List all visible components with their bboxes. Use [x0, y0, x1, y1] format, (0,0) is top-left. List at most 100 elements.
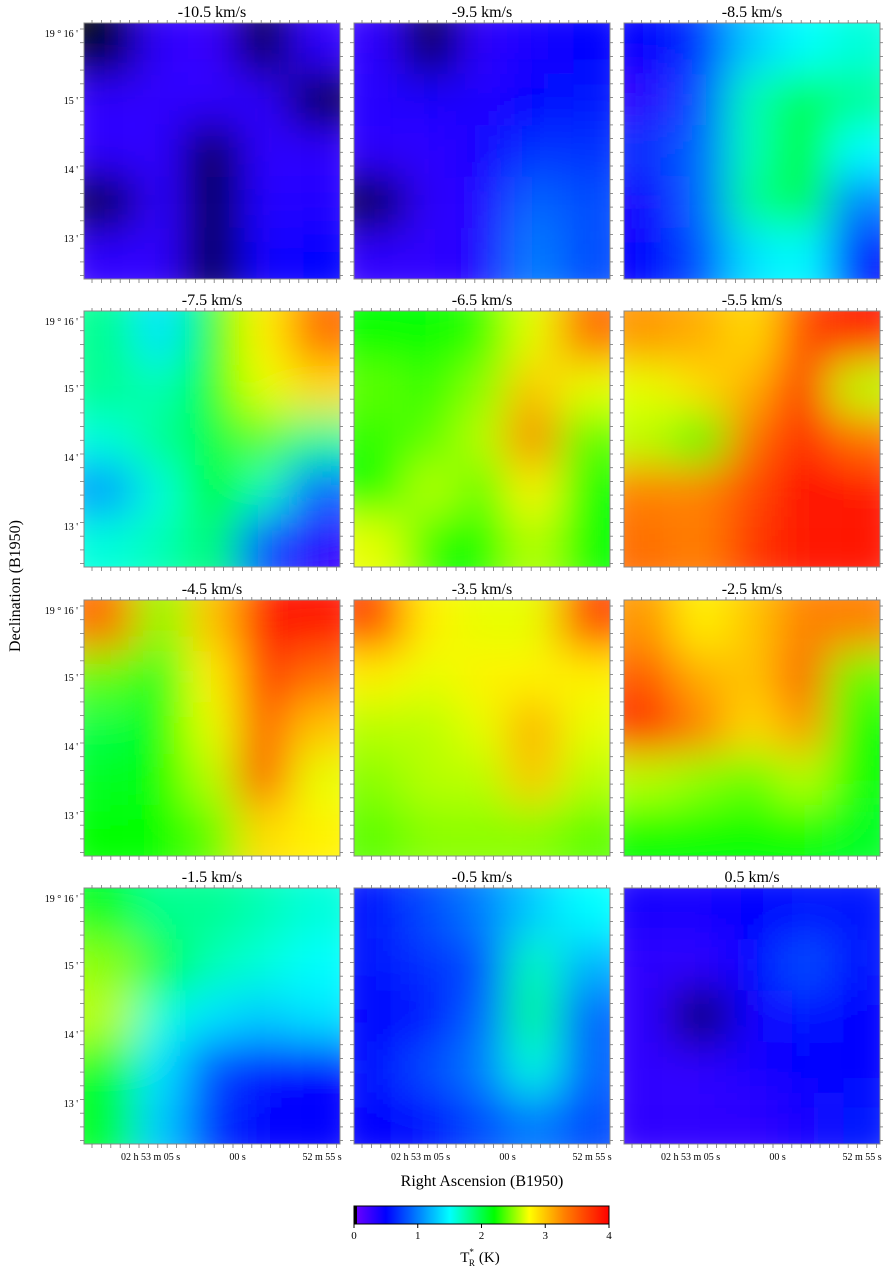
colorbar-label: T* R (K)	[460, 1247, 500, 1268]
map-cell	[726, 753, 778, 805]
map-cell	[726, 176, 778, 228]
map-cell	[558, 1092, 610, 1144]
x-tick-label: 52 m 55 s	[842, 1152, 881, 1163]
map-cell	[675, 413, 727, 465]
y-tick-label: 13 '	[64, 1099, 79, 1110]
map-cell	[84, 23, 136, 75]
map-cell	[675, 311, 727, 363]
map-cell	[507, 464, 559, 516]
map-cell	[828, 413, 880, 465]
channel-panel: -10.5 km/s 19 ° 16 ' 15 ' 14 ' 13 '	[45, 4, 343, 283]
colorbar-zero-swatch	[354, 1206, 357, 1224]
map-cell	[288, 413, 340, 465]
map-cell	[405, 176, 457, 228]
map-cell	[84, 125, 136, 177]
map-cell	[726, 362, 778, 414]
channel-panel: -2.5 km/s	[620, 581, 883, 860]
map-cell	[186, 600, 238, 652]
map-cell	[828, 651, 880, 703]
map-cell	[777, 176, 829, 228]
map-cell	[237, 362, 289, 414]
map-cell	[135, 888, 187, 940]
map-cell	[84, 74, 136, 126]
map-cell	[624, 939, 676, 991]
panel-ticks	[350, 20, 613, 283]
map-cell	[507, 515, 559, 567]
map-cell	[135, 125, 187, 177]
map-cell	[405, 1092, 457, 1144]
map-cell	[237, 702, 289, 754]
map-cell	[675, 888, 727, 940]
intensity-map	[84, 600, 340, 856]
colorbar-label-sup: *	[469, 1247, 474, 1257]
map-cell	[558, 753, 610, 805]
map-cell	[777, 74, 829, 126]
map-cell	[777, 125, 829, 177]
map-cell	[354, 804, 406, 856]
map-cell	[828, 804, 880, 856]
map-cell	[726, 1041, 778, 1093]
panel-ticks	[80, 308, 343, 571]
panel-frame	[353, 599, 611, 857]
map-cell	[624, 651, 676, 703]
map-cell	[828, 990, 880, 1042]
map-cell	[624, 362, 676, 414]
map-cell	[726, 311, 778, 363]
panel-title: -6.5 km/s	[452, 292, 512, 309]
panel-ticks	[620, 885, 883, 1148]
map-cell	[288, 888, 340, 940]
map-cell	[828, 939, 880, 991]
map-cell	[828, 23, 880, 75]
map-cell	[675, 939, 727, 991]
intensity-map	[84, 311, 340, 567]
map-cell	[135, 311, 187, 363]
map-cell	[507, 1041, 559, 1093]
map-cell	[237, 464, 289, 516]
map-cell	[288, 227, 340, 279]
map-cell	[135, 23, 187, 75]
map-cell	[675, 600, 727, 652]
map-cell	[558, 311, 610, 363]
map-cell	[777, 311, 829, 363]
map-cell	[135, 74, 187, 126]
map-cell	[726, 23, 778, 75]
panel-ticks	[350, 308, 613, 571]
map-cell	[405, 1041, 457, 1093]
map-cell	[726, 413, 778, 465]
y-axis-label: Declination (B1950)	[7, 520, 24, 652]
map-cell	[84, 804, 136, 856]
x-tick-label: 52 m 55 s	[572, 1152, 611, 1163]
map-cell	[237, 227, 289, 279]
map-cell	[135, 1041, 187, 1093]
map-cell	[507, 651, 559, 703]
map-cell	[354, 990, 406, 1042]
map-cell	[777, 1092, 829, 1144]
panel-title: -2.5 km/s	[722, 581, 782, 598]
map-cell	[186, 464, 238, 516]
map-cell	[354, 888, 406, 940]
map-cell	[84, 1041, 136, 1093]
map-cell	[288, 651, 340, 703]
panel-title: -7.5 km/s	[182, 292, 242, 309]
map-cell	[288, 1092, 340, 1144]
map-cell	[507, 990, 559, 1042]
map-cell	[84, 413, 136, 465]
map-cell	[135, 362, 187, 414]
map-cell	[624, 227, 676, 279]
map-cell	[288, 515, 340, 567]
x-tick-label: 52 m 55 s	[302, 1152, 341, 1163]
map-cell	[405, 74, 457, 126]
channel-panel: -7.5 km/s 19 ° 16 ' 15 ' 14 ' 13 '	[45, 292, 343, 571]
map-cell	[624, 176, 676, 228]
map-cell	[84, 311, 136, 363]
map-cell	[828, 600, 880, 652]
panel-ticks	[620, 308, 883, 571]
map-cell	[135, 804, 187, 856]
map-cell	[624, 1092, 676, 1144]
panel-title: -10.5 km/s	[178, 4, 246, 21]
map-cell	[237, 125, 289, 177]
map-cell	[237, 600, 289, 652]
map-cell	[405, 125, 457, 177]
y-tick-label: 15 '	[64, 384, 79, 395]
map-cell	[675, 176, 727, 228]
